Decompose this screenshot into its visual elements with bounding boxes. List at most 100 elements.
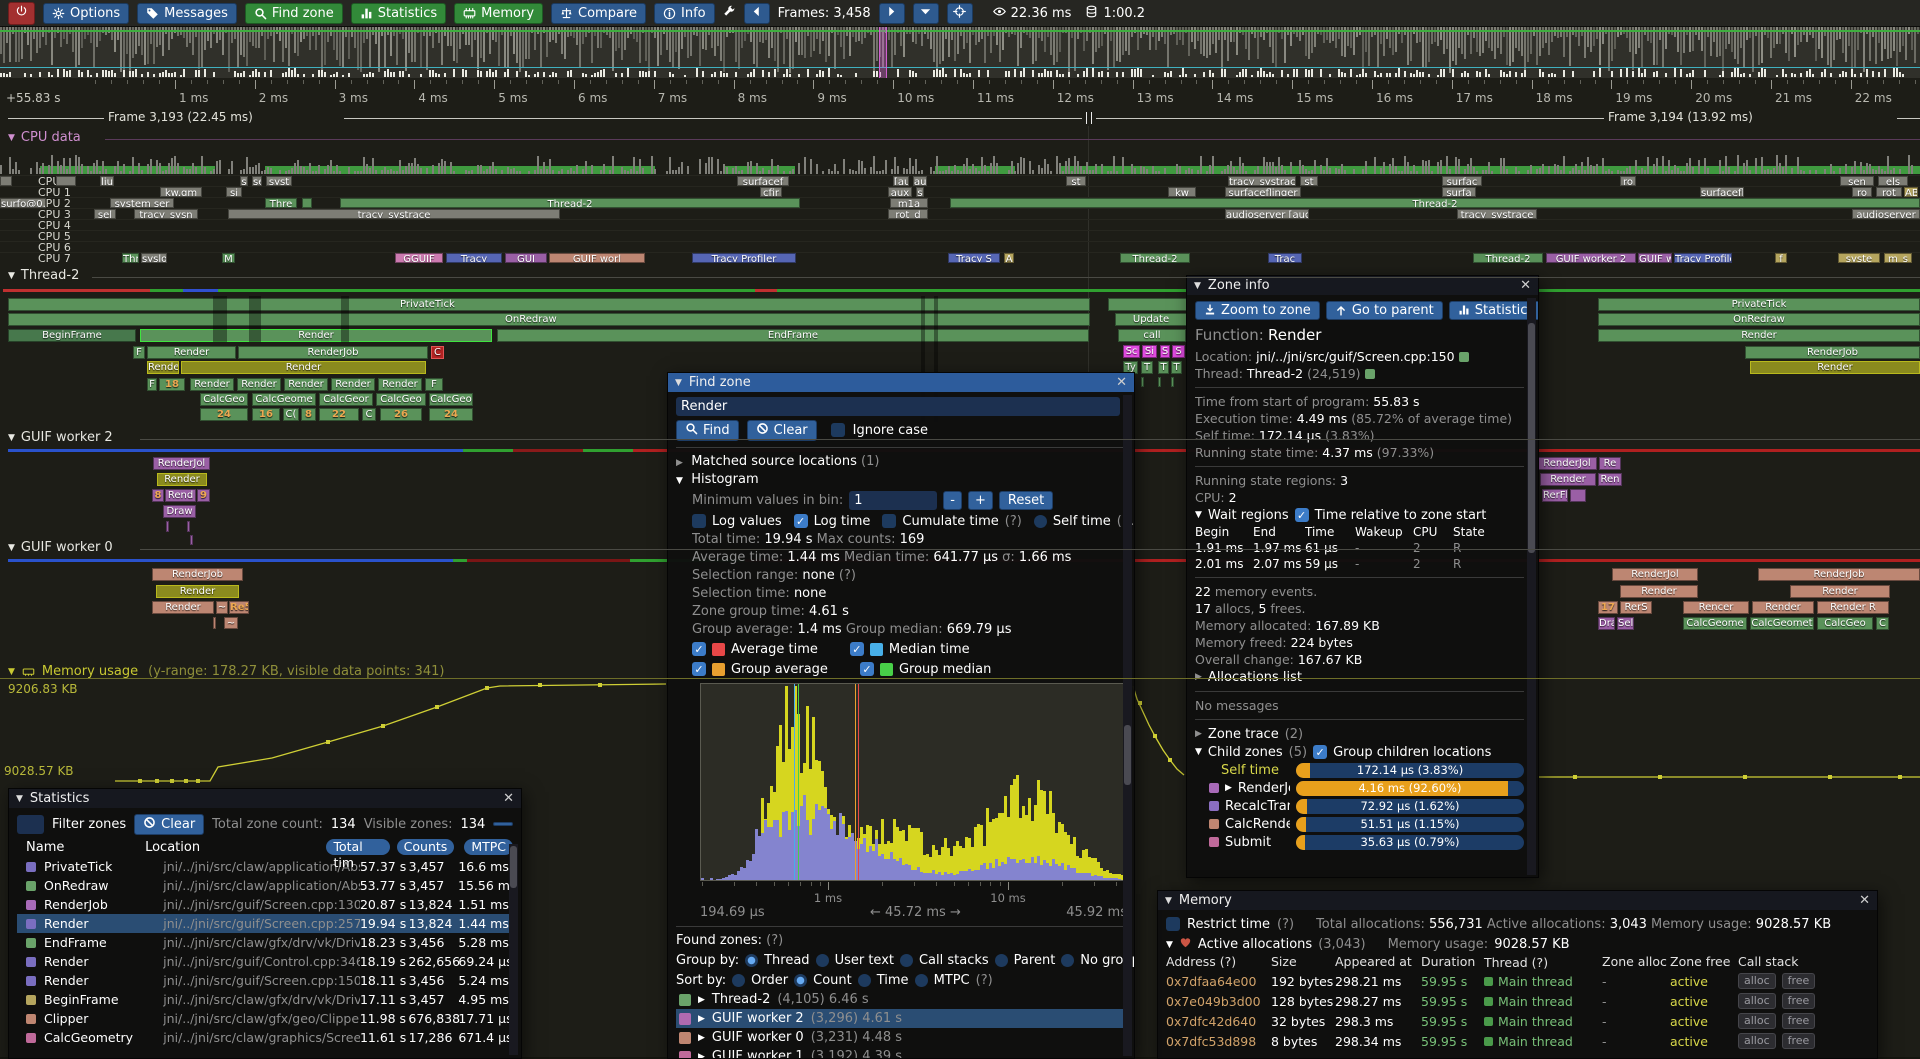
zone-c[interactable]: C(: [283, 408, 299, 421]
found-group-guif-worker-2[interactable]: ▶ GUIF worker 2 (3,296) 4.61 s: [676, 1009, 1126, 1028]
zone-f[interactable]: F: [147, 378, 157, 391]
focus-frame-button[interactable]: [946, 2, 973, 24]
zone-renderjol[interactable]: RenderJol: [1537, 457, 1597, 470]
zone-tracysysn[interactable]: tracy_sysn: [134, 209, 198, 219]
column-name[interactable]: Name: [26, 839, 65, 855]
close-icon[interactable]: ✕: [1859, 893, 1870, 908]
messages-button[interactable]: Messages: [137, 2, 237, 24]
zone-thread2[interactable]: Thread-2: [950, 198, 1920, 208]
wait-region-row[interactable]: 1.91 ms 1.97 ms 61 µs -2 R: [1195, 541, 1462, 555]
zone-guifworker2[interactable]: GUIF worker 2: [1546, 253, 1636, 263]
find-button[interactable]: Find: [676, 419, 739, 441]
zone-render[interactable]: Render: [1750, 361, 1920, 374]
stats-row-calcgeometry[interactable]: CalcGeometry jni/../jni/src/claw/graphics…: [17, 1028, 513, 1047]
zone-renderjob[interactable]: RenderJob: [1745, 346, 1920, 359]
zone-si[interactable]: si: [226, 187, 242, 197]
user-text-radio[interactable]: [815, 953, 829, 967]
zoom-to-zone-button[interactable]: Zoom to zone: [1195, 300, 1320, 320]
zone-t[interactable]: T: [1171, 361, 1182, 374]
zone-re5[interactable]: Re5: [229, 601, 249, 614]
zone-dra[interactable]: Dra: [1598, 617, 1615, 630]
free-callstack-button[interactable]: free: [1781, 993, 1816, 1009]
alloc-callstack-button[interactable]: alloc: [1738, 1033, 1776, 1049]
info-button[interactable]: Info: [654, 2, 715, 24]
mtpc-radio[interactable]: [914, 973, 928, 987]
restrict-time-checkbox[interactable]: [1166, 917, 1180, 931]
zone-s[interactable]: s: [916, 187, 924, 197]
zone-renderjol[interactable]: RenderJol: [153, 457, 210, 470]
location-value[interactable]: jni/../jni/src/guif/Screen.cpp:150: [1256, 349, 1455, 364]
zone[interactable]: [1141, 377, 1144, 387]
zone-render[interactable]: Render: [284, 378, 328, 391]
zone-calcgeo[interactable]: CalcGeo: [429, 393, 473, 406]
log-time-checkbox[interactable]: ✓: [793, 514, 808, 528]
scrollbar[interactable]: [1123, 395, 1132, 1056]
zone-m[interactable]: M: [222, 253, 235, 263]
zone-sel[interactable]: sel: [94, 209, 116, 219]
zone[interactable]: [1108, 298, 1188, 311]
zone-8[interactable]: 8: [301, 408, 316, 421]
zone-kw[interactable]: kw: [1168, 187, 1196, 197]
frame-label[interactable]: Frame 3,194 (13.92 ms): [1608, 110, 1753, 124]
zone[interactable]: [213, 617, 216, 629]
zone-cfir[interactable]: cfir: [760, 187, 782, 197]
allocation-row[interactable]: 0x7dfaa64e00 192 bytes 298.21 ms 59.95 s Mai…: [1166, 971, 1869, 991]
zone-render[interactable]: Render: [1540, 473, 1596, 486]
zone-24[interactable]: 24: [429, 408, 473, 421]
found-group-thread-2[interactable]: ▶ Thread-2 (4,105) 6.46 s: [676, 990, 1126, 1009]
zone-rers[interactable]: RerS: [1620, 601, 1652, 614]
zone-tracy[interactable]: Tracy: [446, 253, 502, 263]
zone-[interactable]: ~: [216, 601, 228, 614]
stats-row-endframe[interactable]: EndFrame jni/../jni/src/claw/gfx/drv/vk/D…: [17, 933, 513, 952]
zone-beginframe[interactable]: BeginFrame: [8, 329, 136, 342]
stats-row-render[interactable]: Render jni/../jni/src/guif/Control.cpp:34…: [17, 952, 513, 971]
min-bin-increase-button[interactable]: +: [967, 490, 993, 510]
zone-si[interactable]: Si: [1142, 345, 1157, 358]
zone-rende[interactable]: Rende: [147, 361, 179, 374]
zone-m1a[interactable]: m1a: [890, 198, 928, 208]
thread-header-guif-worker-0[interactable]: ▼ GUIF worker 0: [8, 540, 113, 555]
zone-rot[interactable]: rot: [1876, 187, 1902, 197]
allocation-row[interactable]: 0x7dfc42d640 32 bytes 298.3 ms 59.95 s Main …: [1166, 1011, 1869, 1031]
timing-mode-button[interactable]: [493, 822, 513, 826]
zone-syslo[interactable]: syslo: [141, 253, 167, 263]
close-icon[interactable]: ✕: [1520, 278, 1531, 293]
zone-tracys[interactable]: Tracy S: [948, 253, 1000, 263]
stats-row-renderjob[interactable]: RenderJob jni/../jni/src/guif/Screen.cpp:…: [17, 895, 513, 914]
zone-calcgeo[interactable]: CalcGeo: [1817, 617, 1873, 630]
zone-sel[interactable]: Sel: [1617, 617, 1634, 630]
zone-ab[interactable]: AB: [1904, 187, 1918, 197]
zone-trace-toggle[interactable]: Zone trace: [1207, 726, 1279, 742]
zone-render[interactable]: Render: [181, 361, 426, 374]
found-group-guif-worker-1[interactable]: ▶ GUIF worker 1 (3,192) 4.39 s: [676, 1047, 1126, 1058]
zone-c[interactable]: C: [362, 408, 376, 421]
zone-sc[interactable]: Sc: [1123, 345, 1140, 358]
options-button[interactable]: Options: [43, 2, 130, 24]
child-zone-self-time[interactable]: Self time 172.14 µs (3.83%): [1195, 761, 1524, 779]
view-marker[interactable]: [879, 27, 887, 78]
clear-button[interactable]: Clear: [746, 419, 817, 441]
zone-render[interactable]: Render: [1752, 601, 1814, 614]
zone-c[interactable]: C: [1876, 617, 1889, 630]
self-time-radio[interactable]: [1033, 514, 1047, 528]
zone-calcgeor[interactable]: CalcGeor: [319, 393, 373, 406]
frame-label[interactable]: Frame 3,193 (22.45 ms): [108, 110, 253, 124]
group-children-checkbox[interactable]: ✓: [1313, 745, 1328, 759]
parent-radio[interactable]: [994, 953, 1008, 967]
zone-call[interactable]: call: [1118, 329, 1186, 342]
filter-zones-input[interactable]: [17, 814, 45, 834]
stats-row-render[interactable]: Render jni/../jni/src/guif/Screen.cpp:150…: [17, 971, 513, 990]
zone-render[interactable]: Render: [237, 378, 281, 391]
zone[interactable]: [1158, 377, 1161, 387]
zone-ren[interactable]: Ren: [1598, 473, 1622, 486]
zone[interactable]: [921, 296, 925, 422]
child-zone-calcrendernodes[interactable]: CalcRenderNodes51.51 µs (1.15%): [1195, 815, 1524, 833]
free-callstack-button[interactable]: free: [1781, 973, 1816, 989]
zone-22[interactable]: 22: [319, 408, 359, 421]
zone-guifw[interactable]: GUIF w: [1638, 253, 1672, 263]
zone-18[interactable]: 18: [159, 378, 185, 391]
zone-render[interactable]: Render: [1620, 585, 1698, 598]
zone-calcgeome[interactable]: CalcGeome: [252, 393, 316, 406]
zone-onredraw[interactable]: OnRedraw: [1598, 313, 1920, 326]
zone-tracysystrace[interactable]: tracy_systrace: [1228, 176, 1296, 186]
